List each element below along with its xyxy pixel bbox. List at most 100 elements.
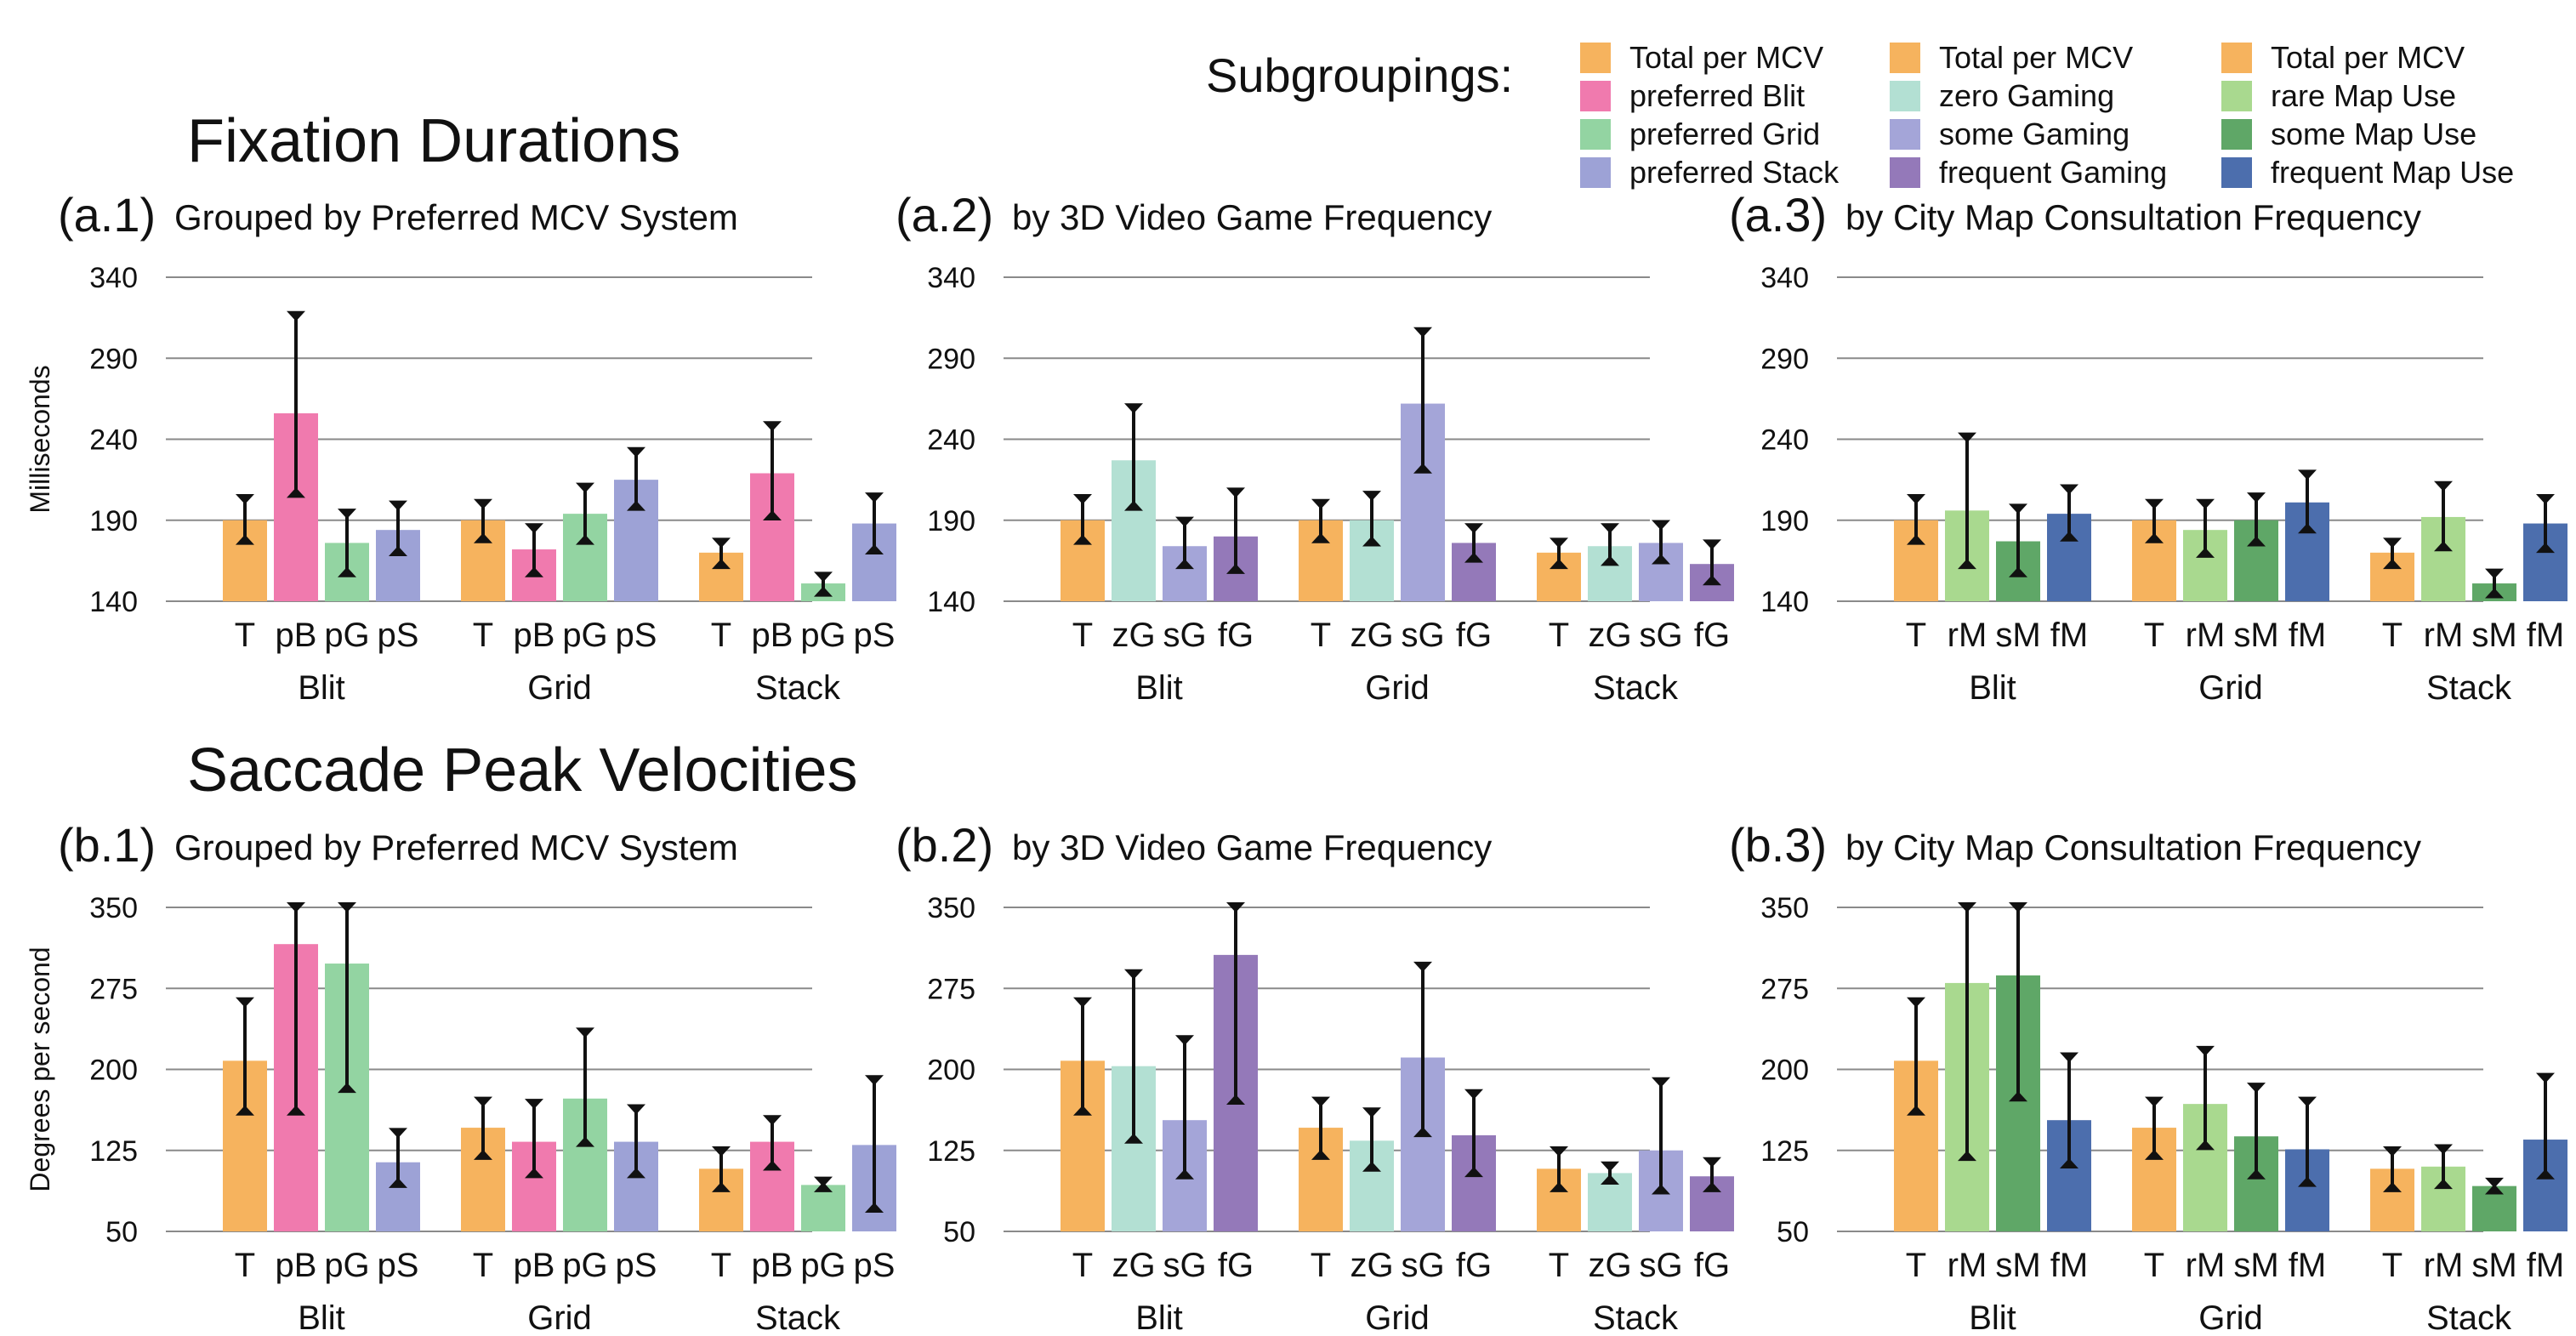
error-cap-high <box>1311 498 1330 509</box>
panel-tag: (b.1) <box>58 818 156 872</box>
error-cap-high <box>525 523 543 534</box>
x-tick-label: pS <box>378 1247 419 1284</box>
legend-swatch <box>1580 43 1611 73</box>
x-tick-label: T <box>1549 617 1569 654</box>
error-cap-high <box>287 310 305 321</box>
error-cap-high <box>2196 498 2215 509</box>
error-cap-low <box>2009 566 2027 577</box>
x-tick-label: T <box>1072 1247 1093 1284</box>
error-cap-high <box>2145 498 2164 509</box>
y-axis-label: Milliseconds <box>25 365 55 513</box>
x-tick-label: rM <box>2186 1247 2226 1284</box>
error-cap-low <box>2060 531 2078 542</box>
y-tick-label: 50 <box>1777 1216 1809 1248</box>
section-title-saccade: Saccade Peak Velocities <box>187 736 857 804</box>
error-cap-low <box>389 1177 407 1188</box>
x-tick-label: fG <box>1456 1247 1492 1284</box>
error-cap-high <box>474 498 492 509</box>
error-cap-low <box>2485 588 2504 599</box>
error-cap-high <box>389 1128 407 1139</box>
x-tick-label: T <box>2382 1247 2403 1284</box>
error-cap-low <box>1362 536 1381 547</box>
legend-swatch <box>2221 81 2252 111</box>
error-cap-high <box>389 500 407 511</box>
error-cap-low <box>1311 532 1330 543</box>
panel-title: by City Map Consultation Frequency <box>1845 827 2421 867</box>
x-tick-label: zG <box>1350 617 1393 654</box>
panel-title: by 3D Video Game Frequency <box>1012 827 1492 867</box>
error-cap-low <box>389 545 407 556</box>
error-cap-high <box>2247 492 2266 503</box>
category-label: Blit <box>298 1299 345 1336</box>
legend-title: Subgroupings: <box>1206 48 1513 102</box>
error-cap-high <box>2298 469 2317 480</box>
error-cap-high <box>1958 902 1976 912</box>
category-label: Blit <box>1135 1299 1183 1336</box>
y-tick-label: 340 <box>927 262 975 294</box>
error-cap-low <box>287 1105 305 1116</box>
error-cap-high <box>2060 484 2078 495</box>
x-tick-label: fG <box>1218 1247 1254 1284</box>
error-cap-low <box>1124 1133 1143 1144</box>
error-cap-low <box>2298 1176 2317 1187</box>
error-cap-high <box>1601 1161 1619 1172</box>
error-cap-high <box>1550 537 1568 549</box>
y-tick-label: 140 <box>1760 586 1809 618</box>
x-tick-label: fM <box>2289 617 2326 654</box>
panel-title: Grouped by Preferred MCV System <box>174 197 738 237</box>
y-tick-label: 275 <box>1760 973 1809 1005</box>
x-tick-label: T <box>1906 1247 1926 1284</box>
error-cap-high <box>338 509 356 520</box>
error-cap-low <box>1652 1184 1670 1195</box>
error-cap-low <box>2383 559 2402 570</box>
error-cap-low <box>2536 1168 2555 1180</box>
error-cap-high <box>1464 523 1483 534</box>
error-cap-high <box>1226 487 1245 498</box>
error-cap-low <box>1464 552 1483 563</box>
charts: (a.1) Grouped by Preferred MCV System Mill… <box>25 188 2567 1336</box>
error-cap-high <box>627 446 645 458</box>
y-tick-label: 50 <box>943 1216 975 1248</box>
x-tick-label: rM <box>1948 1247 1987 1284</box>
x-tick-label: zG <box>1588 617 1631 654</box>
x-tick-label: rM <box>2424 617 2464 654</box>
error-cap-low <box>576 534 594 545</box>
error-cap-low <box>2145 1149 2164 1160</box>
error-cap-low <box>2060 1157 2078 1168</box>
x-tick-label: sG <box>1163 617 1206 654</box>
error-cap-high <box>576 1027 594 1038</box>
error-cap-low <box>525 566 543 577</box>
y-tick-label: 140 <box>89 586 138 618</box>
x-tick-label: T <box>473 617 493 654</box>
error-cap-high <box>287 902 305 912</box>
error-cap-high <box>236 493 254 504</box>
category-label: Stack <box>2426 669 2512 707</box>
error-cap-high <box>1652 1077 1670 1088</box>
category-label: Grid <box>1365 669 1430 707</box>
error-cap-low <box>712 559 731 570</box>
panel-title: by 3D Video Game Frequency <box>1012 197 1492 237</box>
error-cap-high <box>1907 493 1925 504</box>
x-tick-label: pB <box>752 617 793 654</box>
error-cap-low <box>865 544 884 555</box>
error-cap-high <box>2536 493 2555 504</box>
error-cap-low <box>2247 536 2266 547</box>
panel-tag: (b.3) <box>1729 818 1827 872</box>
y-tick-label: 340 <box>1760 262 1809 294</box>
category-label: Stack <box>755 669 841 707</box>
x-tick-label: sM <box>1995 1247 2040 1284</box>
y-tick-label: 125 <box>927 1135 975 1168</box>
error-cap-high <box>1601 523 1619 534</box>
legend-swatch <box>1890 43 1920 73</box>
x-tick-label: T <box>2382 617 2403 654</box>
x-tick-label: T <box>711 617 731 654</box>
error-cap-low <box>1124 500 1143 511</box>
x-tick-label: pB <box>514 617 555 654</box>
error-cap-low <box>2434 1179 2453 1190</box>
y-tick-label: 50 <box>105 1216 138 1248</box>
panel-title: by City Map Consultation Frequency <box>1845 197 2421 237</box>
legend-swatch <box>1580 157 1611 188</box>
error-cap-low <box>1550 1181 1568 1192</box>
error-cap-high <box>1073 493 1092 504</box>
